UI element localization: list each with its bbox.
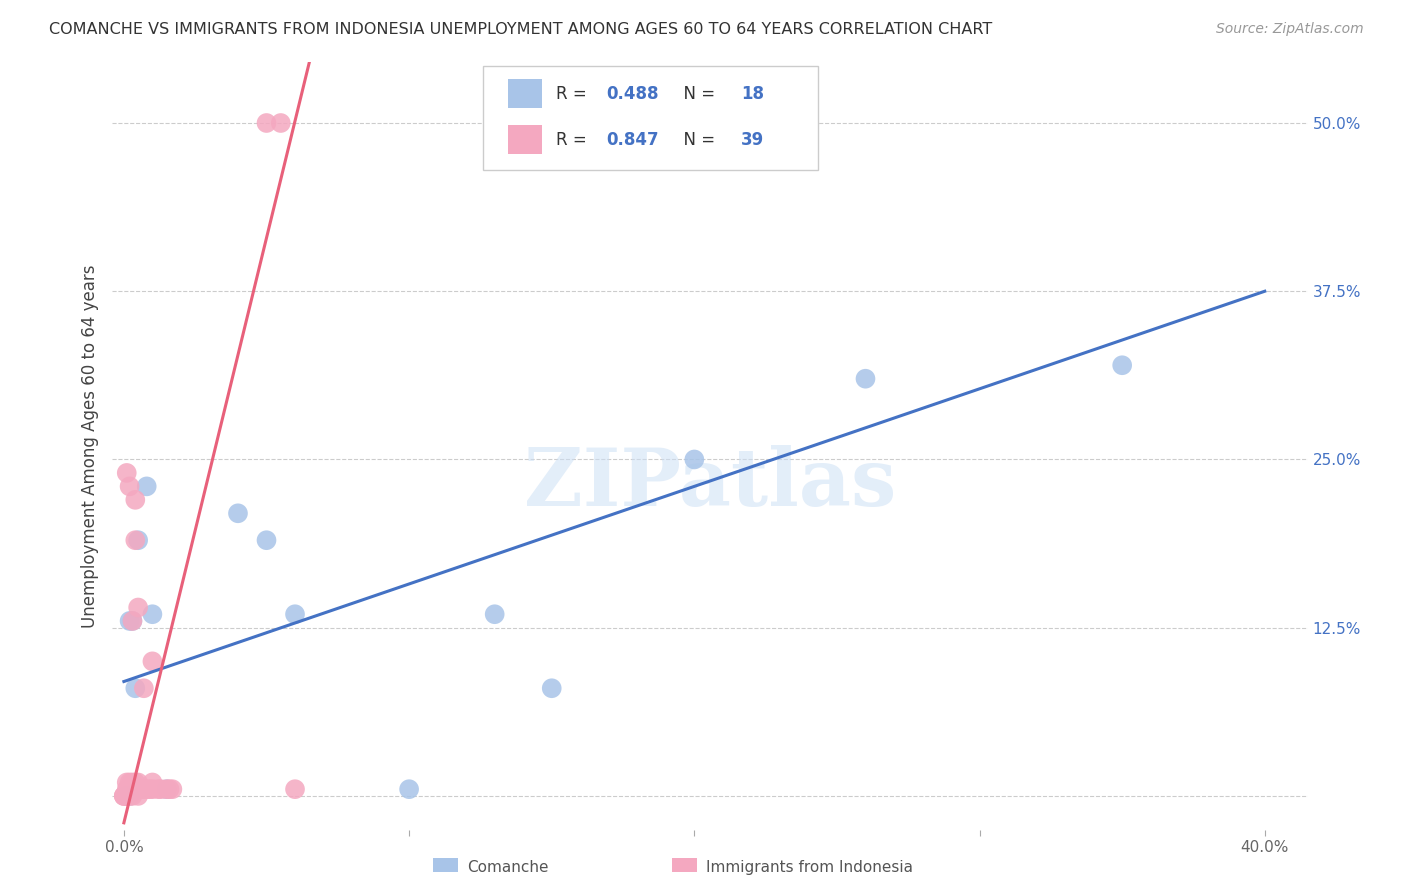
- Point: [112, 789, 135, 803]
- Point: [540, 681, 562, 696]
- Text: Comanche: Comanche: [467, 860, 548, 874]
- Point: [132, 782, 155, 797]
- Point: [112, 789, 135, 803]
- Point: [226, 506, 249, 520]
- Point: [141, 654, 163, 668]
- Point: [115, 775, 138, 789]
- Point: [124, 775, 146, 789]
- Point: [141, 775, 163, 789]
- Text: N =: N =: [673, 131, 720, 149]
- Point: [118, 775, 141, 789]
- Text: N =: N =: [673, 85, 720, 103]
- Point: [398, 782, 420, 797]
- Point: [121, 789, 143, 803]
- Point: [124, 492, 146, 507]
- Point: [149, 782, 172, 797]
- Point: [855, 372, 877, 386]
- Point: [127, 782, 149, 797]
- Point: [162, 782, 184, 797]
- Point: [284, 782, 307, 797]
- Point: [146, 782, 169, 797]
- Point: [127, 533, 149, 548]
- Point: [124, 681, 146, 696]
- Text: R =: R =: [555, 131, 592, 149]
- Point: [484, 607, 506, 622]
- FancyBboxPatch shape: [484, 66, 818, 169]
- Bar: [508, 79, 541, 109]
- Point: [118, 782, 141, 797]
- Point: [129, 782, 152, 797]
- Point: [138, 782, 160, 797]
- Point: [121, 775, 143, 789]
- Point: [118, 479, 141, 493]
- Point: [115, 789, 138, 803]
- Point: [115, 789, 138, 803]
- Text: 39: 39: [741, 131, 765, 149]
- Point: [135, 479, 157, 493]
- Point: [159, 782, 181, 797]
- Text: COMANCHE VS IMMIGRANTS FROM INDONESIA UNEMPLOYMENT AMONG AGES 60 TO 64 YEARS COR: COMANCHE VS IMMIGRANTS FROM INDONESIA UN…: [49, 22, 993, 37]
- Text: Source: ZipAtlas.com: Source: ZipAtlas.com: [1216, 22, 1364, 37]
- Point: [124, 782, 146, 797]
- Point: [124, 533, 146, 548]
- Point: [141, 782, 163, 797]
- Point: [121, 614, 143, 628]
- Point: [118, 614, 141, 628]
- Point: [118, 789, 141, 803]
- Point: [683, 452, 706, 467]
- Point: [121, 782, 143, 797]
- Text: 0.847: 0.847: [606, 131, 658, 149]
- Point: [256, 116, 278, 130]
- Point: [115, 466, 138, 480]
- Text: Immigrants from Indonesia: Immigrants from Indonesia: [706, 860, 912, 874]
- Point: [135, 782, 157, 797]
- Point: [132, 681, 155, 696]
- Point: [115, 782, 138, 797]
- Text: 18: 18: [741, 85, 763, 103]
- Point: [270, 116, 292, 130]
- Point: [256, 533, 278, 548]
- Text: R =: R =: [555, 85, 592, 103]
- Y-axis label: Unemployment Among Ages 60 to 64 years: Unemployment Among Ages 60 to 64 years: [80, 264, 98, 628]
- Point: [127, 789, 149, 803]
- Bar: [508, 126, 541, 154]
- Point: [141, 607, 163, 622]
- Text: ZIPatlas: ZIPatlas: [524, 445, 896, 524]
- Point: [284, 607, 307, 622]
- Point: [118, 789, 141, 803]
- Point: [156, 782, 179, 797]
- Point: [156, 782, 179, 797]
- Point: [112, 789, 135, 803]
- Point: [121, 614, 143, 628]
- Point: [127, 775, 149, 789]
- Point: [127, 600, 149, 615]
- Point: [1111, 358, 1133, 372]
- Text: 0.488: 0.488: [606, 85, 658, 103]
